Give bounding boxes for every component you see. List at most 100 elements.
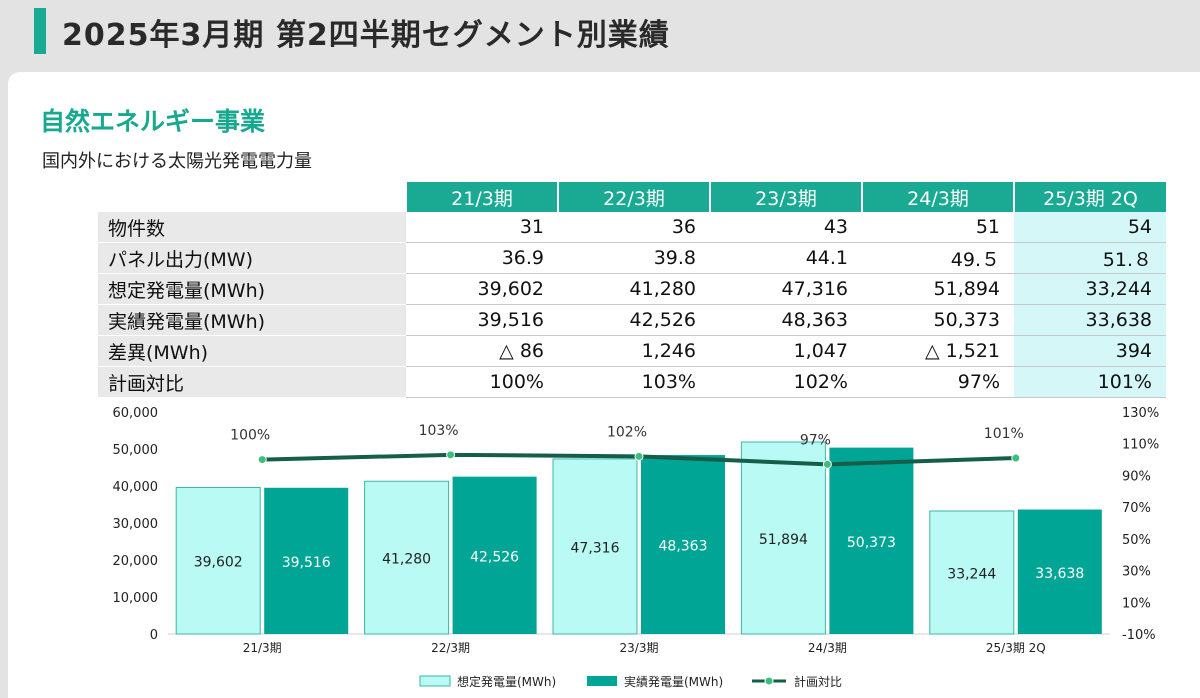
legend-label-actual: 実績発電量(MWh) [624,674,723,689]
table-row: 想定発電量(MWh) 39,602 41,280 47,316 51,894 3… [98,273,1166,305]
table-cell: △ 86 [406,335,558,367]
actual-bar-label: 39,516 [282,555,331,571]
actual-bar [452,476,537,634]
table-cell: 36 [558,212,710,243]
ratio-point [634,451,644,461]
y2-axis-tick-label: 70% [1122,501,1151,516]
table-cell: △ 1,521 [862,335,1014,367]
table-cell: 47,316 [710,273,862,305]
table-cell: 39,602 [406,273,558,305]
row-label: パネル出力(MW) [98,242,406,274]
legend-swatch-actual [587,676,617,686]
y-axis-tick-label: 0 [150,628,158,643]
title-bar: 2025年3月期 第2四半期セグメント別業績 [0,0,1200,70]
row-label: 差異(MWh) [98,335,406,367]
ratio-label: 101% [984,426,1024,442]
legend-swatch-ratio-point [764,676,774,686]
page-title: 2025年3月期 第2四半期セグメント別業績 [62,18,670,53]
table-cell: 51,894 [862,273,1014,305]
table-cell: 1,047 [710,335,862,367]
table-cell: 103% [558,366,710,398]
table-row: 実績発電量(MWh) 39,516 42,526 48,363 50,373 3… [98,304,1166,336]
column-header: 25/3期 2Q [1014,182,1166,212]
y-axis-tick-label: 20,000 [113,554,159,569]
planned-bar [364,480,450,635]
actual-bar-label: 48,363 [659,539,708,555]
table-row: パネル出力(MW) 36.9 39.8 44.1 49.５ 51.８ [98,242,1166,274]
row-label: 物件数 [98,212,406,243]
table-cell: 102% [710,366,862,398]
table-cell: 48,363 [710,304,862,336]
ratio-point [446,450,456,460]
y2-axis-tick-label: 90% [1122,469,1151,484]
x-axis-category-label: 25/3期 2Q [986,641,1046,655]
planned-bar [175,486,261,635]
table-row: 物件数 31 36 43 51 54 [98,212,1166,243]
table-cell: 49.５ [862,242,1014,274]
sub-heading: 国内外における太陽光発電電力量 [42,151,312,172]
y2-axis-tick-label: 30% [1122,565,1151,580]
planned-bar-label: 39,602 [194,555,243,571]
row-label: 実績発電量(MWh) [98,304,406,336]
y2-axis-tick-label: 50% [1122,533,1151,548]
ratio-label: 103% [419,423,459,439]
y-axis-tick-label: 40,000 [113,480,159,495]
actual-bar-label: 42,526 [470,549,519,565]
y2-axis-tick-label: 110% [1122,438,1159,453]
planned-bar-label: 47,316 [571,540,620,556]
table-cell: 101% [1014,366,1166,398]
ratio-label: 102% [607,424,647,440]
column-header: 22/3期 [558,182,711,212]
column-header: 24/3期 [862,182,1015,212]
table-header-row: 21/3期 22/3期 23/3期 24/3期 25/3期 2Q [98,182,1166,212]
y2-axis-tick-label: -10% [1122,628,1156,643]
table-cell: 39,516 [406,304,558,336]
planned-bar [929,510,1015,635]
table-cell: 31 [406,212,558,243]
legend-label-planned: 想定発電量(MWh) [457,674,556,689]
title-accent-bar [34,8,46,54]
table-cell: 42,526 [558,304,710,336]
y-axis-tick-label: 60,000 [113,406,159,421]
x-axis-category-label: 22/3期 [431,641,470,655]
planned-bar [552,458,638,635]
planned-bar-label: 41,280 [382,552,431,568]
y-axis-tick-label: 10,000 [113,591,159,606]
table-cell: 51.８ [1014,242,1166,274]
ratio-point [1011,453,1021,463]
table-row: 計画対比 100% 103% 102% 97% 101% [98,366,1166,398]
x-axis-category-label: 21/3期 [243,641,282,655]
legend-swatch-planned [419,675,451,687]
legend-label-ratio: 計画対比 [794,674,842,689]
table-cell: 51 [862,212,1014,243]
table-cell: 1,246 [558,335,710,367]
column-header: 23/3期 [710,182,863,212]
table-cell: 97% [862,366,1014,398]
x-axis-category-label: 23/3期 [620,641,659,655]
ratio-point [257,455,267,465]
ratio-point [822,459,832,469]
planned-bar-label: 51,894 [759,532,808,548]
planned-bar-label: 33,244 [947,566,996,582]
y-axis-tick-label: 50,000 [113,443,159,458]
actual-bar-label: 33,638 [1035,566,1084,582]
table-cell: 33,638 [1014,304,1166,336]
row-label: 計画対比 [98,366,406,398]
actual-bar [829,447,914,634]
y2-axis-tick-label: 130% [1122,406,1159,421]
ratio-label: 100% [230,428,270,444]
table-cell: 54 [1014,212,1166,243]
table-cell: 43 [710,212,862,243]
table-cell: 394 [1014,335,1166,367]
ratio-label: 97% [800,432,831,448]
actual-bar-label: 50,373 [847,535,896,551]
table-cell: 41,280 [558,273,710,305]
table-corner-cell [98,182,407,212]
table-cell: 39.8 [558,242,710,274]
table-cell: 50,373 [862,304,1014,336]
y2-axis-tick-label: 10% [1122,596,1151,611]
x-axis-category-label: 24/3期 [808,641,847,655]
actual-bar [264,487,349,634]
section-heading: 自然エネルギー事業 [40,107,266,136]
